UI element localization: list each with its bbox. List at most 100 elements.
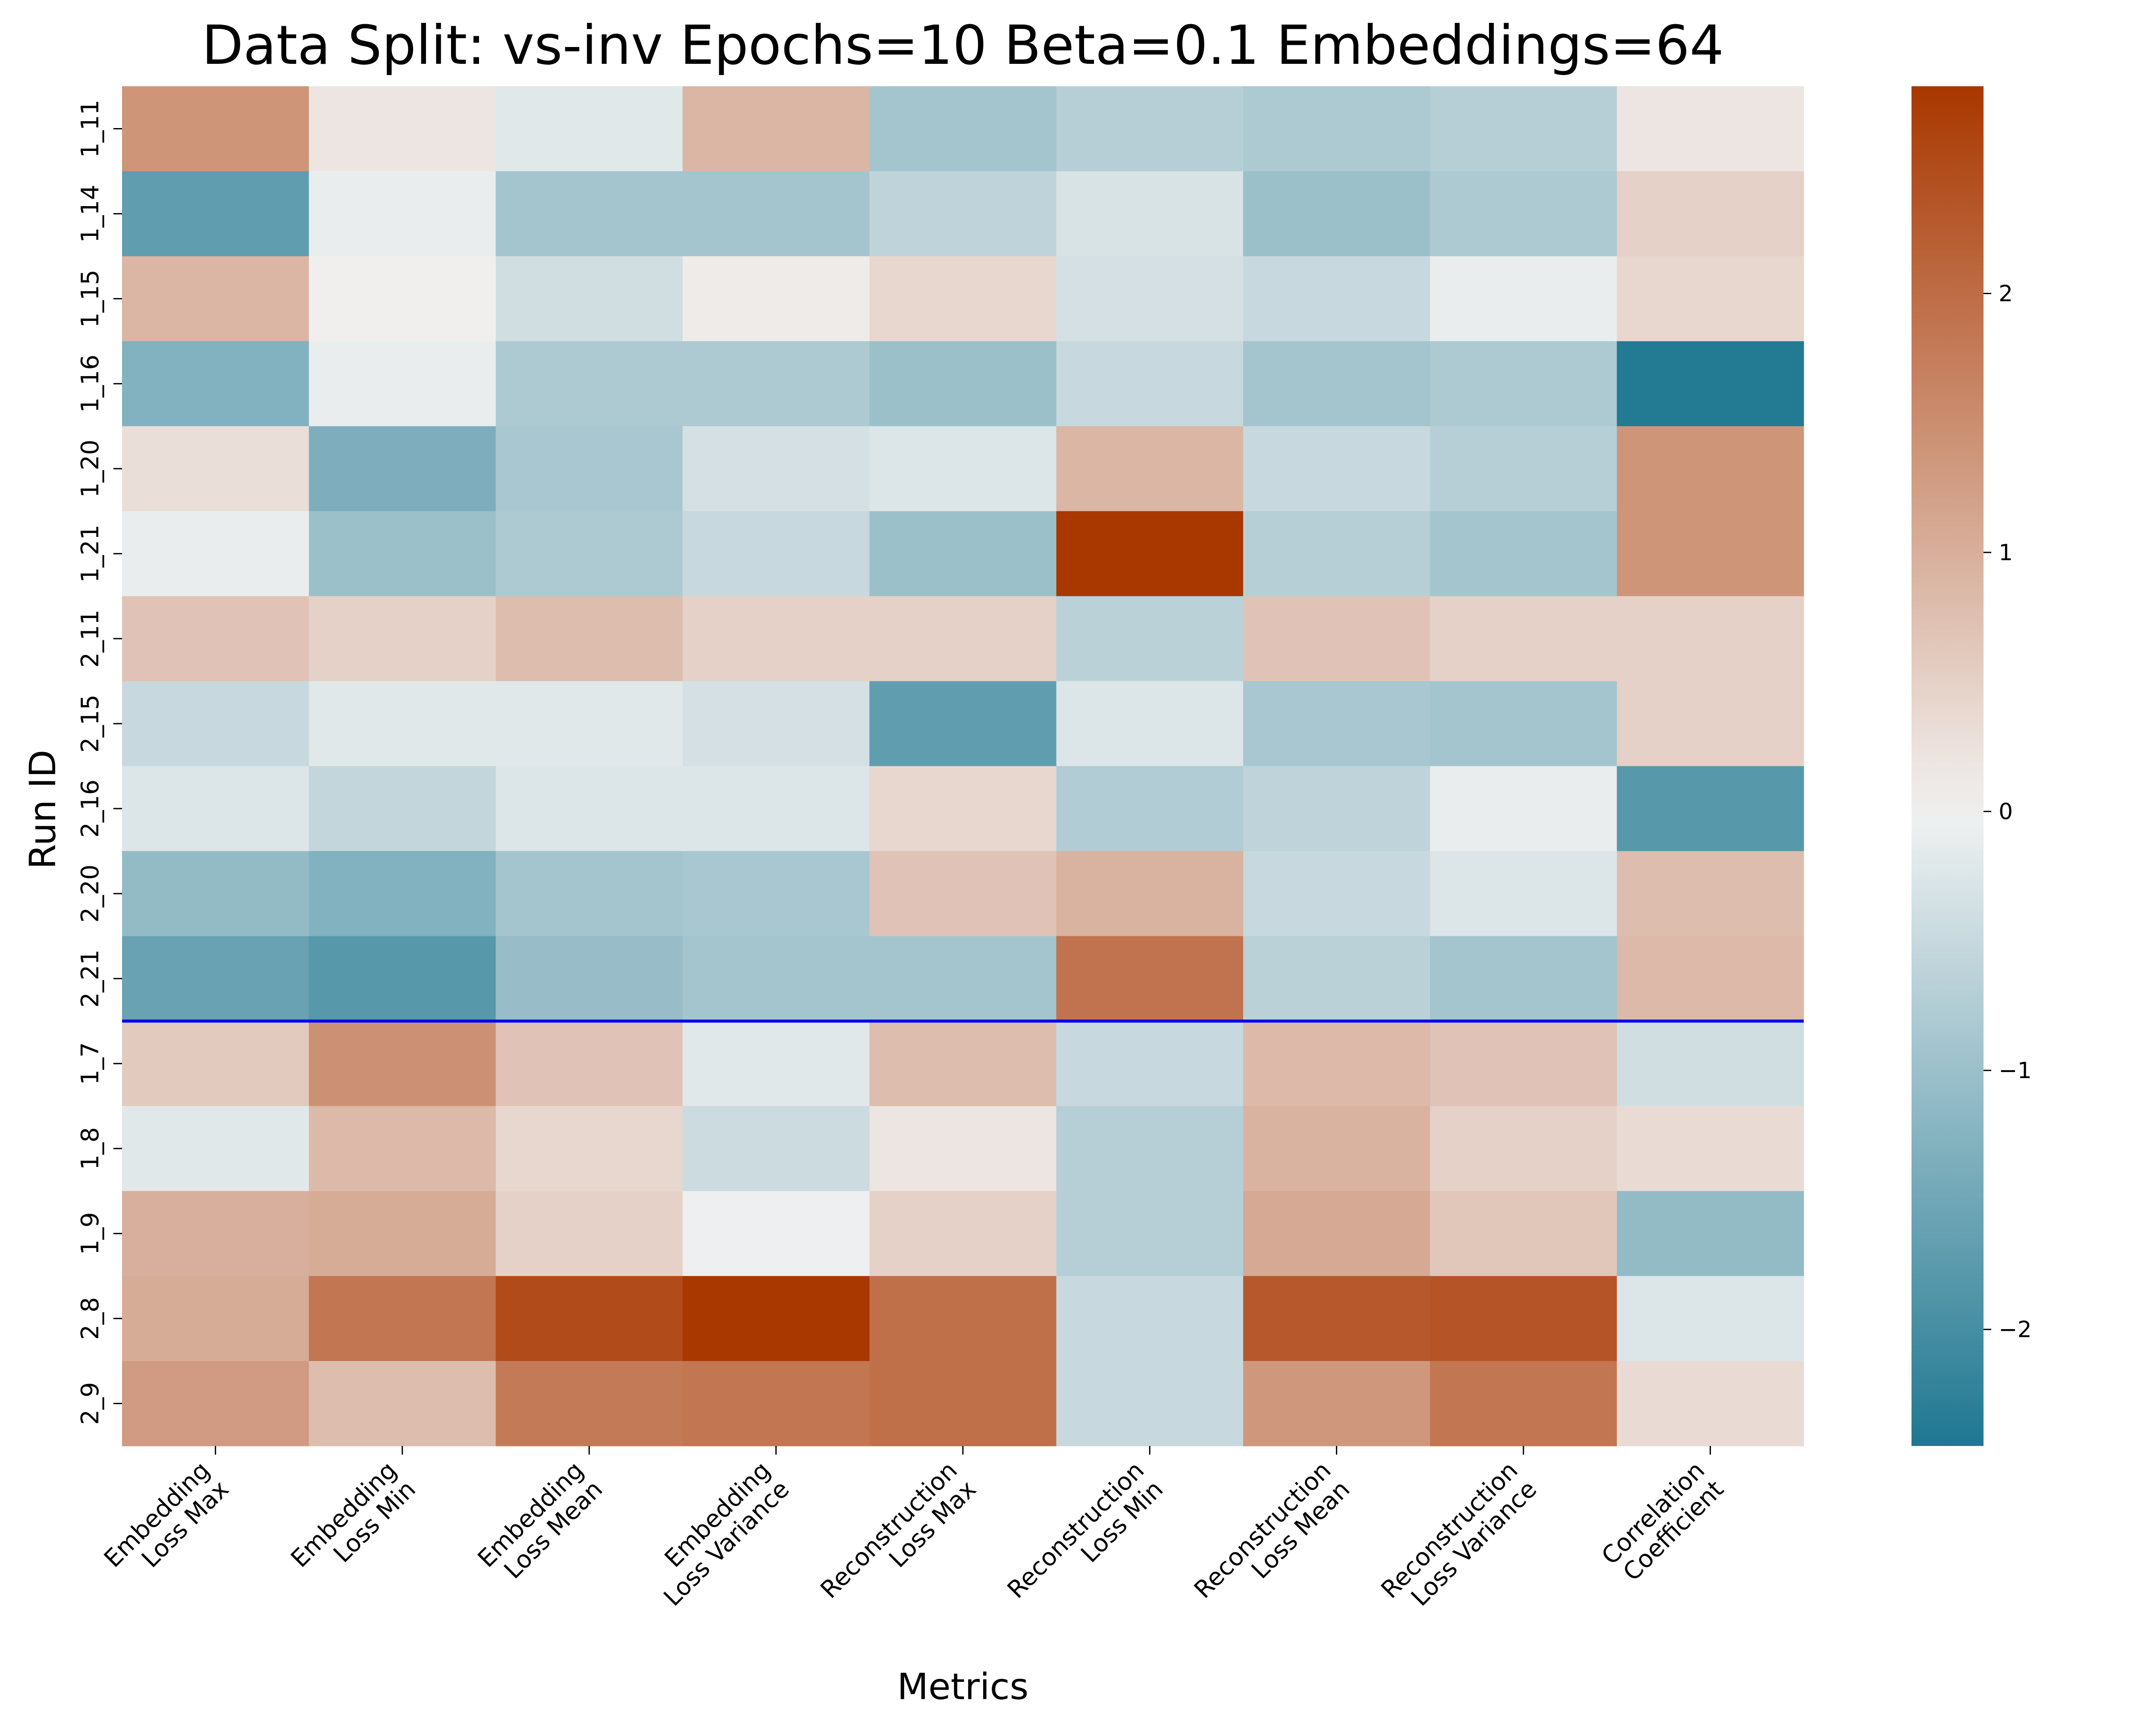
y-tick-label: 2_21 [76, 950, 104, 1008]
heatmap-cell [869, 86, 1057, 172]
y-axis-ticks: 1_11 1_14 1_15 1_16 1_20 1_21 2_11 2_15 2_16 2_20… [76, 100, 122, 1425]
heatmap-cell [309, 1191, 496, 1276]
heatmap-cell [309, 256, 496, 342]
heatmap-cell [1430, 1106, 1617, 1192]
heatmap-cell [495, 936, 683, 1022]
heatmap-cell [683, 766, 870, 852]
heatmap-cell [1243, 1361, 1430, 1446]
heatmap-cell [1243, 851, 1430, 937]
heatmap-cell [309, 1021, 496, 1107]
heatmap-cell [1243, 766, 1430, 852]
heatmap-cell [1056, 596, 1244, 682]
x-axis-label: Metrics [897, 1665, 1029, 1708]
heatmap-cell [1056, 256, 1244, 342]
heatmap-cell [683, 1276, 870, 1361]
heatmap-cell [1243, 596, 1430, 682]
y-tick-label: 1_14 [76, 185, 104, 243]
heatmap-cell [1430, 1021, 1617, 1107]
heatmap-cell [1056, 426, 1244, 511]
heatmap-cell [683, 1191, 870, 1276]
heatmap-cell [1243, 341, 1430, 427]
heatmap-cell [683, 1106, 870, 1192]
y-tick-label: 2_11 [76, 609, 104, 668]
heatmap-cell [869, 426, 1057, 511]
colorbar-tick-label: 0 [1999, 799, 2013, 825]
heatmap-cell [683, 341, 870, 427]
heatmap-cell [869, 256, 1057, 342]
heatmap-cell [1617, 936, 1804, 1022]
heatmap-cell [1056, 851, 1244, 937]
heatmap-cell [1056, 936, 1244, 1022]
y-tick-label: 2_9 [76, 1382, 104, 1425]
colorbar-tick-label: 2 [1999, 281, 2013, 307]
heatmap-cell [1430, 511, 1617, 596]
heatmap-cell [869, 936, 1057, 1022]
heatmap-cell [1243, 681, 1430, 767]
heatmap-cell [683, 511, 870, 596]
heatmap-cell [1243, 171, 1430, 257]
heatmap-cell [122, 1106, 309, 1192]
heatmap-cell [1243, 1276, 1430, 1361]
y-tick-label: 1_9 [76, 1212, 104, 1255]
heatmap-cell [1056, 681, 1244, 767]
heatmap-cell [1056, 1191, 1244, 1276]
heatmap-cell [1430, 1191, 1617, 1276]
heatmap-cell [122, 1021, 309, 1107]
heatmap-cell [1430, 851, 1617, 937]
chart-title: Data Split: vs-inv Epochs=10 Beta=0.1 Em… [202, 14, 1724, 77]
heatmap-cell [495, 766, 683, 852]
heatmap-cell [683, 936, 870, 1022]
colorbar-ticks: −2 −1 0 1 2 [1984, 281, 2032, 1343]
heatmap-cell [1430, 1361, 1617, 1446]
heatmap-cell [1056, 341, 1244, 427]
heatmap-cell [495, 1191, 683, 1276]
heatmap-cell [495, 1276, 683, 1361]
heatmap-cell [1243, 86, 1430, 172]
heatmap-cell [495, 596, 683, 682]
y-tick-label: 1_20 [76, 439, 104, 498]
heatmap-cell [683, 1361, 870, 1446]
colorbar-tick-label: −1 [1999, 1058, 2032, 1084]
heatmap-cell [869, 341, 1057, 427]
heatmap-cell [1243, 511, 1430, 596]
y-tick-label: 2_8 [76, 1297, 104, 1340]
heatmap-cell [1617, 851, 1804, 937]
heatmap-cell [1243, 1021, 1430, 1107]
y-tick-label: 1_8 [76, 1127, 104, 1170]
y-axis-label: Run ID [22, 750, 64, 869]
heatmap-cell [1617, 426, 1804, 511]
heatmap-cell [869, 1106, 1057, 1192]
heatmap-cell [683, 86, 870, 172]
x-tick-label: CorrelationCoefficient [1596, 1456, 1729, 1589]
heatmap-cell [1617, 766, 1804, 852]
heatmap-cell [1430, 681, 1617, 767]
heatmap-cell [495, 171, 683, 257]
heatmap-cell [1056, 1276, 1244, 1361]
heatmap-cell [122, 681, 309, 767]
heatmap-cell [309, 341, 496, 427]
y-tick-label: 1_16 [76, 354, 104, 413]
heatmap-cell [869, 1021, 1057, 1107]
y-tick-label: 1_11 [76, 100, 104, 158]
heatmap-cell [1430, 256, 1617, 342]
heatmap-cell [122, 851, 309, 937]
heatmap-cell [122, 171, 309, 257]
heatmap-cell [1430, 1276, 1617, 1361]
heatmap-cell [683, 171, 870, 257]
heatmap-cell [869, 1361, 1057, 1446]
x-tick-label: ReconstructionLoss Variance [1376, 1456, 1542, 1623]
heatmap-cell [309, 1361, 496, 1446]
heatmap-cell [869, 171, 1057, 257]
heatmap-cell [683, 426, 870, 511]
heatmap-cell [1617, 1191, 1804, 1276]
heatmap-cell [1617, 1021, 1804, 1107]
colorbar-tick-label: 1 [1999, 540, 2013, 566]
heatmap-cell [869, 1191, 1057, 1276]
y-tick-label: 1_21 [76, 524, 104, 583]
heatmap-cell [1430, 936, 1617, 1022]
heatmap-cell [309, 511, 496, 596]
heatmap-cell [1056, 1361, 1244, 1446]
heatmap-cell [309, 426, 496, 511]
heatmap-cell [683, 1021, 870, 1107]
heatmap-cell [309, 171, 496, 257]
